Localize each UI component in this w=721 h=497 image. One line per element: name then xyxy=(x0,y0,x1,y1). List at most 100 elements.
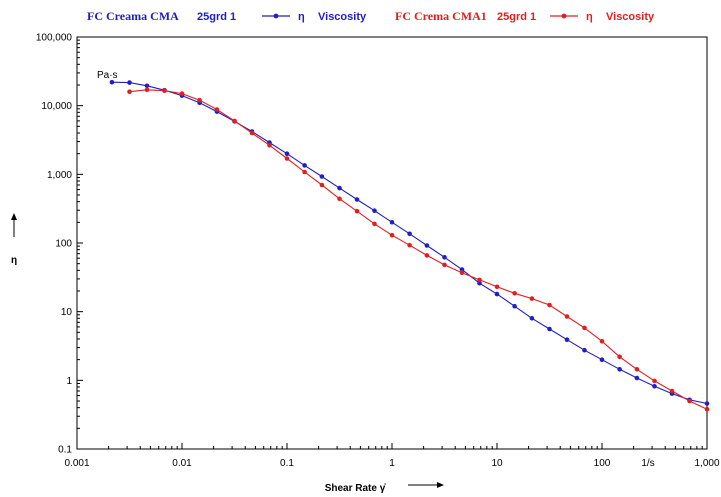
y-unit-label: Pa·s xyxy=(97,70,118,81)
x-tick-label: 1 xyxy=(389,458,395,469)
x-tick-label: 0.1 xyxy=(280,458,294,469)
y-tick-label: 1,000 xyxy=(47,170,72,181)
series-1-point xyxy=(704,401,710,406)
series-2-point xyxy=(669,388,675,394)
series-1-point xyxy=(144,83,150,89)
series-2-point xyxy=(529,296,535,301)
legend-entry-1-symbol: η xyxy=(298,11,305,23)
legend-entry-2-symbol: η xyxy=(586,11,593,23)
series-1-point xyxy=(442,254,447,260)
series-1-point xyxy=(529,316,535,321)
x-axis-tick-labels: 0.001 0.01 0.1 1 10 100 1,000 xyxy=(64,458,719,469)
y-tick-label: 100 xyxy=(55,239,72,250)
series-2-point xyxy=(477,277,482,283)
y-tick-label: 100,000 xyxy=(36,33,73,44)
series-2-point xyxy=(512,291,517,296)
legend-entry-2-marker xyxy=(561,13,567,19)
series-2-point xyxy=(302,169,307,175)
series-1-point xyxy=(634,375,640,381)
series-2-point xyxy=(424,253,430,258)
y-axis-tick-labels: 0.1 1 10 100 1,000 10,000 100,000 xyxy=(36,33,73,456)
series-1-point xyxy=(127,80,132,85)
series-1-point xyxy=(109,79,115,85)
series-2-point xyxy=(459,270,465,276)
series-2-point xyxy=(162,88,167,93)
series-1-point xyxy=(319,174,325,179)
y-tick-label: 1 xyxy=(66,376,72,387)
series-1-point xyxy=(407,231,412,237)
legend-entry-2-quantity: Viscosity xyxy=(606,11,655,23)
series-1-point xyxy=(424,243,430,248)
legend-entry-2-sample-suffix: 25grd 1 xyxy=(497,11,536,23)
series-2-point xyxy=(249,130,255,136)
series-2-point xyxy=(354,208,360,214)
x-tick-label: 100 xyxy=(594,458,611,469)
legend-entry-1: FC Creama CMA 25grd 1 η Viscosity xyxy=(87,9,367,23)
series-2-point xyxy=(652,378,657,384)
x-tick-label: 0.001 xyxy=(64,458,89,469)
series-2-point xyxy=(634,367,640,372)
x-axis-arrow-head xyxy=(437,482,444,488)
series-1-point xyxy=(582,347,587,353)
series-1-point xyxy=(494,291,500,297)
series-1-point xyxy=(389,220,395,225)
legend-entry-1-sample-suffix: 25grd 1 xyxy=(197,11,236,23)
series-2-line xyxy=(129,89,708,410)
series-1-point xyxy=(302,163,307,168)
series-2-point xyxy=(442,262,447,268)
y-tick-label: 0.1 xyxy=(58,445,72,456)
x-tick-label: 1,000 xyxy=(694,458,719,469)
series-2-point xyxy=(389,232,395,238)
x-tick-label: 0.01 xyxy=(172,458,192,469)
series-2-point xyxy=(179,91,185,96)
y-axis-label-group: η xyxy=(11,213,17,266)
x-tick-label: 10 xyxy=(491,458,503,469)
legend-entry-1-quantity: Viscosity xyxy=(318,11,367,23)
series-2 xyxy=(127,87,710,412)
y-axis-ticks xyxy=(77,39,83,450)
series-2-point xyxy=(582,325,587,331)
series-2-point xyxy=(197,97,202,103)
series-2-point xyxy=(564,314,570,319)
series-1-point xyxy=(372,208,377,213)
legend-entry-1-sample-prefix: FC Creama CMA xyxy=(87,9,179,23)
series-1-point xyxy=(512,303,517,309)
series-2-point xyxy=(599,339,605,344)
series-1-point xyxy=(564,337,570,343)
series-2-point xyxy=(144,87,150,93)
legend-entry-2-sample-prefix: FC Crema CMA1 xyxy=(395,9,487,23)
series-2-point xyxy=(687,398,692,404)
y-tick-label: 10 xyxy=(61,307,73,318)
series-2-point xyxy=(319,182,325,188)
y-axis-arrow-head xyxy=(11,213,17,220)
series-1-point xyxy=(284,151,290,156)
series-2-point xyxy=(617,354,622,360)
legend-entry-2: FC Crema CMA1 25grd 1 η Viscosity xyxy=(395,9,655,23)
series-1-point xyxy=(652,384,657,389)
series-2-point xyxy=(337,196,342,202)
x-unit-label: 1/s xyxy=(641,458,654,469)
x-axis-ticks xyxy=(76,443,703,449)
legend: FC Creama CMA 25grd 1 η Viscosity FC Cre… xyxy=(87,9,655,23)
series-2-point xyxy=(267,143,272,148)
series-1-point xyxy=(354,197,360,202)
y-tick-label: 10,000 xyxy=(41,101,72,112)
plot-frame xyxy=(76,36,708,450)
series-layer xyxy=(109,79,710,412)
y-axis-label: η xyxy=(11,255,17,266)
x-axis-label: Shear Rate γ̇ xyxy=(325,483,387,494)
series-2-point xyxy=(127,89,132,94)
series-2-point xyxy=(547,302,552,308)
series-2-point xyxy=(372,221,377,227)
legend-entry-1-marker xyxy=(273,13,279,19)
series-1-point xyxy=(617,367,622,372)
series-1-point xyxy=(599,357,605,363)
series-2-point xyxy=(232,118,237,124)
series-2-point xyxy=(214,107,220,112)
series-2-point xyxy=(407,242,412,248)
series-2-point xyxy=(704,406,710,412)
series-2-point xyxy=(494,284,500,290)
x-axis-label-group: Shear Rate γ̇ xyxy=(325,482,444,494)
series-1-point xyxy=(547,326,552,332)
